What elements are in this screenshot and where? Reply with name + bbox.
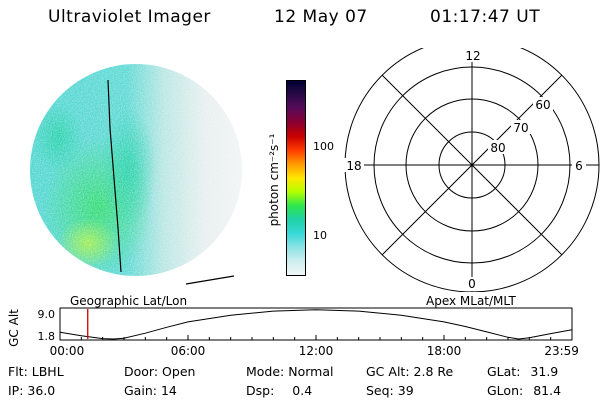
instrument-title: Ultraviolet Imager bbox=[48, 7, 211, 27]
auroral-image bbox=[30, 64, 242, 285]
altitude-ytick-high: 9.0 bbox=[38, 308, 56, 321]
mlt-label-12: 12 bbox=[465, 49, 480, 63]
glat-value: 31.9 bbox=[530, 364, 559, 379]
dsp-label: Dsp: bbox=[246, 383, 275, 398]
filter-label: Flt: bbox=[8, 364, 28, 379]
door-label: Door: bbox=[124, 364, 159, 379]
color-scale-tick-10: 10 bbox=[313, 229, 327, 242]
polar-grid: 12 18 6 0 60 70 80 bbox=[344, 48, 600, 292]
altitude-ytick-low: 1.8 bbox=[38, 330, 56, 343]
altitude-y-label: GC Alt bbox=[7, 309, 21, 347]
glon-value: 81.4 bbox=[533, 383, 562, 398]
mlt-label-18: 18 bbox=[346, 159, 361, 173]
ip-field: IP: 36.0 bbox=[8, 383, 55, 398]
gc-alt-label: GC Alt: bbox=[366, 364, 410, 379]
color-scale bbox=[286, 80, 306, 276]
seq-field: Seq: 39 bbox=[366, 383, 414, 398]
glon-label: GLon: bbox=[487, 383, 524, 398]
dsp-value: 0.4 bbox=[292, 383, 313, 398]
altitude-x-tick-label: 06:00 bbox=[170, 344, 206, 358]
meridian-line bbox=[107, 79, 122, 273]
mode-label: Mode: bbox=[246, 364, 285, 379]
glat-label: GLat: bbox=[487, 364, 521, 379]
glat-field: GLat: 31.9 bbox=[487, 364, 558, 379]
color-scale-unit-label: photon cm⁻²s⁻¹ bbox=[267, 133, 281, 227]
altitude-x-tick-label: 12:00 bbox=[298, 344, 334, 358]
gc-alt-field: GC Alt: 2.8 Re bbox=[366, 364, 453, 379]
mlt-label-6: 6 bbox=[575, 159, 583, 173]
altitude-x-ticks bbox=[59, 335, 573, 340]
altitude-x-tick-label: 00:00 bbox=[49, 344, 85, 358]
altitude-x-tick-label: 18:00 bbox=[426, 344, 462, 358]
mlt-label-0: 0 bbox=[468, 277, 476, 291]
gain-field: Gain: 14 bbox=[124, 383, 177, 398]
filter-field: Flt: LBHL bbox=[8, 364, 64, 379]
mode-field: Mode: Normal bbox=[246, 364, 334, 379]
mode-value: Normal bbox=[288, 364, 334, 379]
geographic-label: Geographic Lat/Lon bbox=[70, 294, 188, 308]
lat-label-70: 70 bbox=[513, 121, 528, 135]
lat-label-80: 80 bbox=[490, 141, 505, 155]
glon-field: GLon: 81.4 bbox=[487, 383, 561, 398]
altitude-plot: GC Alt 9.0 1.8 bbox=[7, 307, 573, 347]
filter-value: LBHL bbox=[31, 364, 64, 379]
coast-line bbox=[185, 275, 235, 285]
seq-label: Seq: bbox=[366, 383, 394, 398]
ip-value: 36.0 bbox=[27, 383, 56, 398]
ip-label: IP: bbox=[8, 383, 24, 398]
door-value: Open bbox=[162, 364, 196, 379]
apex-label: Apex MLat/MLT bbox=[426, 294, 516, 308]
altitude-series-line bbox=[59, 309, 573, 340]
gain-label: Gain: bbox=[124, 383, 157, 398]
door-field: Door: Open bbox=[124, 364, 195, 379]
observation-date: 12 May 07 bbox=[274, 7, 368, 27]
seq-value: 39 bbox=[397, 383, 414, 398]
altitude-x-tick-label: 23:59 bbox=[544, 344, 579, 358]
lat-label-60: 60 bbox=[535, 98, 550, 112]
gain-value: 14 bbox=[160, 383, 177, 398]
dsp-field: Dsp: 0.4 bbox=[246, 383, 312, 398]
observation-time: 01:17:47 UT bbox=[430, 7, 541, 27]
color-scale-gradient bbox=[287, 81, 305, 275]
gc-alt-value: 2.8 Re bbox=[413, 364, 454, 379]
color-scale-tick-100: 100 bbox=[313, 140, 334, 153]
